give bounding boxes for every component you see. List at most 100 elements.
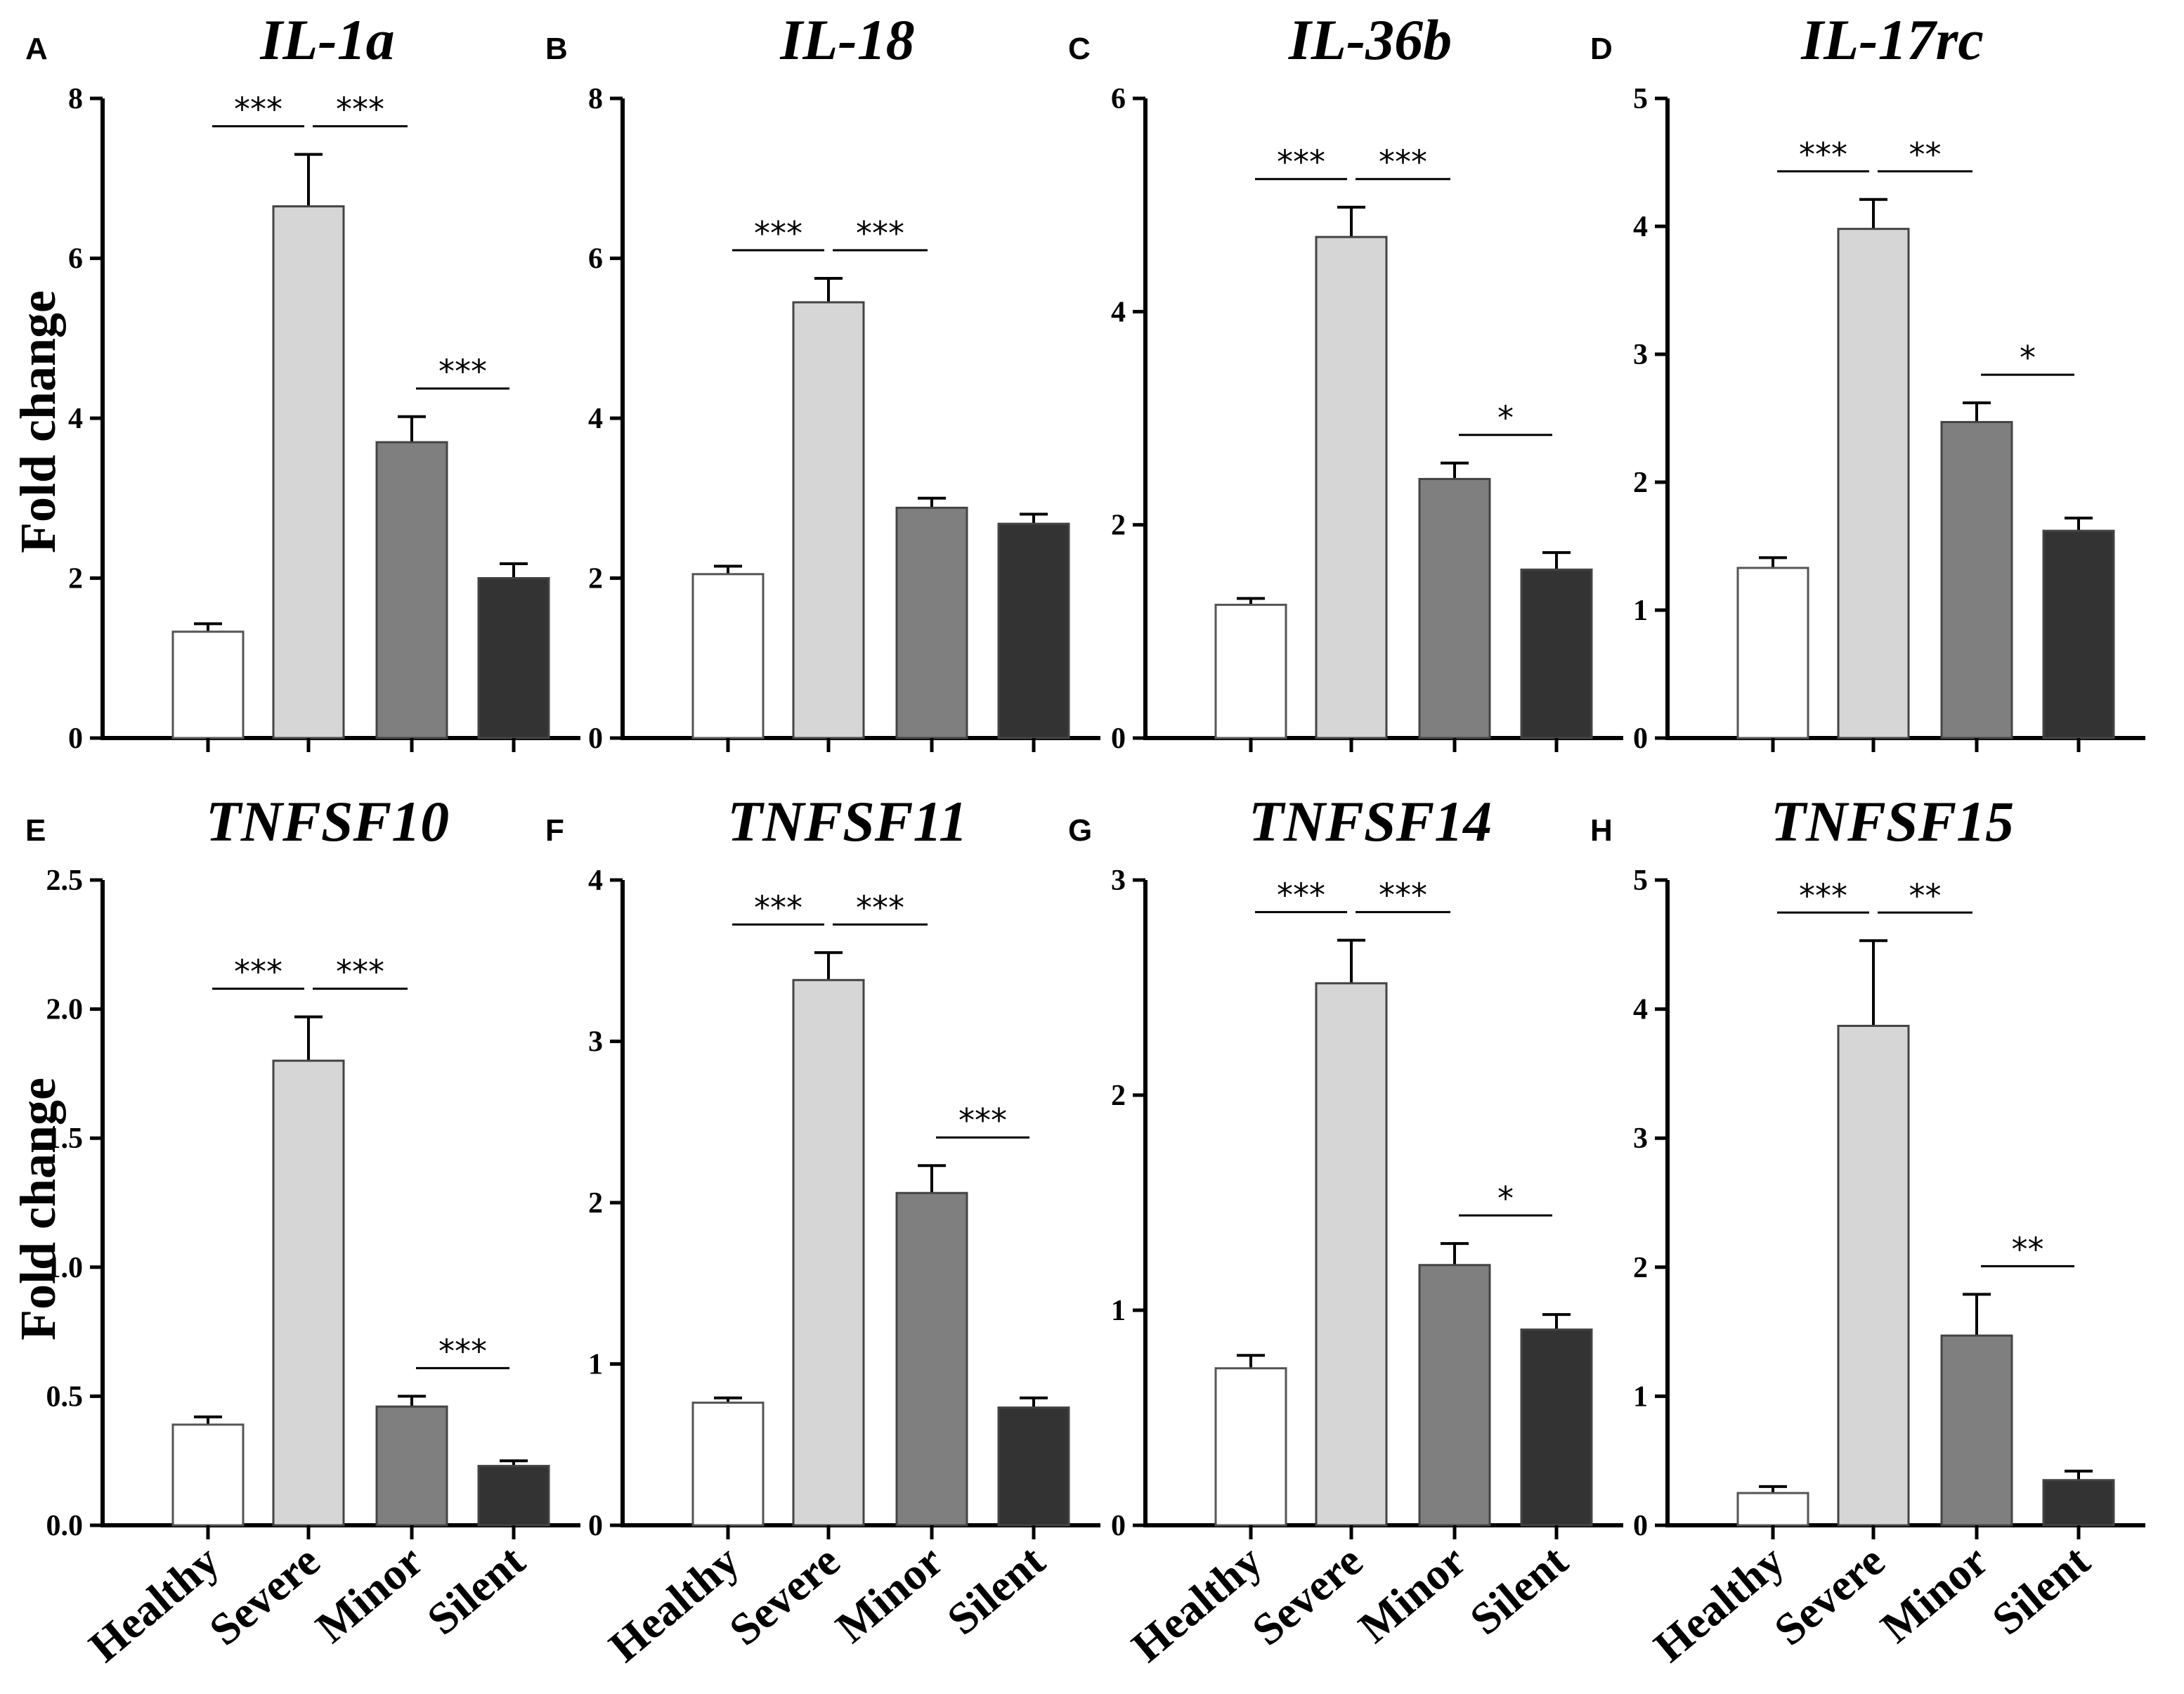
y-tick-label-h: 0	[1633, 1510, 1648, 1542]
y-tick-label-f: 3	[588, 1026, 603, 1059]
panel-title-c: IL-36b	[1288, 8, 1452, 72]
y-tick-label-h: 4	[1633, 994, 1648, 1026]
y-tick-label-e: 1.5	[46, 1123, 84, 1155]
x-category-label-h-silent: Silent	[1982, 1535, 2099, 1644]
panel-title-e: TNFSF10	[206, 789, 449, 853]
significance-label-h: **	[2012, 1230, 2044, 1268]
y-tick-label-a: 0	[68, 723, 83, 755]
bar-f-healthy	[691, 1402, 765, 1527]
x-category-label-e-healthy: Healthy	[79, 1535, 228, 1672]
x-category-label-f-severe: Severe	[720, 1535, 849, 1655]
significance-label-a: ***	[336, 91, 384, 129]
significance-label-e: ***	[438, 1332, 487, 1370]
y-tick-label-f: 0	[588, 1510, 603, 1542]
bar-f-severe	[792, 978, 865, 1527]
panel-title-f: TNFSF11	[727, 789, 968, 853]
significance-label-c: ***	[1277, 143, 1325, 181]
bar-f-silent	[997, 1406, 1070, 1527]
y-tick-label-d: 3	[1633, 339, 1648, 371]
significance-label-c: ***	[1379, 143, 1427, 181]
y-tick-label-g: 3	[1111, 865, 1126, 897]
bar-h-severe	[1837, 1024, 1910, 1527]
bar-a-healthy	[171, 631, 245, 739]
y-tick-label-a: 4	[68, 403, 83, 435]
y-tick-label-e: 2.5	[46, 865, 84, 897]
bar-a-silent	[477, 577, 550, 739]
panel-letter-d: D	[1590, 32, 1613, 66]
significance-label-a: ***	[234, 91, 282, 129]
bar-e-minor	[375, 1405, 448, 1527]
significance-label-f: ***	[958, 1101, 1007, 1139]
y-tick-label-e: 0.5	[46, 1381, 84, 1413]
x-category-label-g-healthy: Healthy	[1122, 1535, 1271, 1672]
panel-title-a: IL-1a	[259, 8, 394, 72]
y-tick-label-h: 2	[1633, 1252, 1648, 1284]
y-tick-label-f: 4	[588, 865, 603, 897]
panel-title-h: TNFSF15	[1771, 789, 2014, 853]
y-tick-label-g: 2	[1111, 1080, 1126, 1112]
bar-h-minor	[1940, 1334, 2013, 1527]
x-category-label-g-minor: Minor	[1349, 1535, 1475, 1652]
bar-h-healthy	[1736, 1492, 1809, 1527]
panel-letter-e: E	[25, 813, 46, 848]
significance-label-f: ***	[754, 888, 802, 926]
bar-c-silent	[1520, 568, 1593, 739]
y-tick-label-d: 1	[1633, 595, 1648, 627]
x-category-label-g-silent: Silent	[1460, 1535, 1577, 1644]
significance-label-e: ***	[336, 953, 384, 991]
significance-label-d: **	[1909, 136, 1942, 174]
y-tick-label-b: 6	[588, 243, 603, 276]
significance-label-g: *	[1497, 1179, 1514, 1217]
y-axis-label-top: Fold change	[10, 290, 66, 553]
x-category-label-h-healthy: Healthy	[1644, 1535, 1793, 1672]
bar-c-minor	[1418, 477, 1491, 739]
y-tick-label-h: 3	[1633, 1123, 1648, 1155]
bar-e-severe	[272, 1059, 345, 1527]
y-tick-label-f: 1	[588, 1349, 603, 1381]
panel-letter-g: G	[1068, 813, 1092, 848]
y-tick-label-b: 2	[588, 563, 603, 595]
significance-label-g: ***	[1277, 877, 1325, 914]
x-category-label-f-healthy: Healthy	[599, 1535, 748, 1672]
bar-b-silent	[997, 522, 1070, 739]
significance-label-h: **	[1909, 877, 1942, 914]
bar-e-silent	[477, 1465, 550, 1527]
bar-b-minor	[895, 506, 968, 739]
y-tick-label-f: 2	[588, 1187, 603, 1220]
y-tick-label-c: 4	[1111, 296, 1126, 328]
y-tick-label-a: 8	[68, 83, 83, 115]
x-category-label-e-severe: Severe	[200, 1535, 329, 1655]
y-tick-label-e: 0.0	[46, 1510, 84, 1542]
y-tick-label-e: 2.0	[46, 994, 84, 1026]
bar-g-severe	[1315, 982, 1388, 1527]
bar-a-minor	[375, 441, 448, 739]
y-tick-label-c: 0	[1111, 723, 1126, 755]
significance-label-h: ***	[1799, 877, 1847, 914]
y-tick-label-b: 4	[588, 403, 603, 435]
significance-label-e: ***	[234, 953, 282, 991]
bar-c-severe	[1315, 235, 1388, 739]
bar-h-silent	[2042, 1479, 2115, 1527]
bar-d-silent	[2042, 529, 2115, 739]
x-category-label-e-silent: Silent	[417, 1535, 534, 1644]
bar-g-minor	[1418, 1264, 1491, 1527]
bar-b-severe	[792, 301, 865, 739]
y-tick-label-b: 8	[588, 83, 603, 115]
y-tick-label-h: 1	[1633, 1381, 1648, 1413]
bar-d-healthy	[1736, 567, 1809, 739]
significance-label-d: *	[2020, 339, 2036, 377]
significance-label-b: ***	[754, 214, 802, 252]
y-tick-label-a: 6	[68, 243, 83, 276]
x-category-label-g-severe: Severe	[1242, 1535, 1372, 1655]
panel-title-b: IL-18	[779, 8, 914, 72]
y-axis-label-bottom: Fold change	[10, 1078, 66, 1340]
significance-label-f: ***	[856, 888, 904, 926]
y-tick-label-h: 5	[1633, 865, 1648, 897]
panel-title-d: IL-17rc	[1800, 8, 1984, 72]
y-tick-label-b: 0	[588, 723, 603, 755]
y-tick-label-g: 0	[1111, 1510, 1126, 1542]
panel-letter-f: F	[545, 813, 564, 848]
panel-letter-a: A	[25, 32, 48, 66]
significance-label-d: ***	[1799, 136, 1847, 174]
